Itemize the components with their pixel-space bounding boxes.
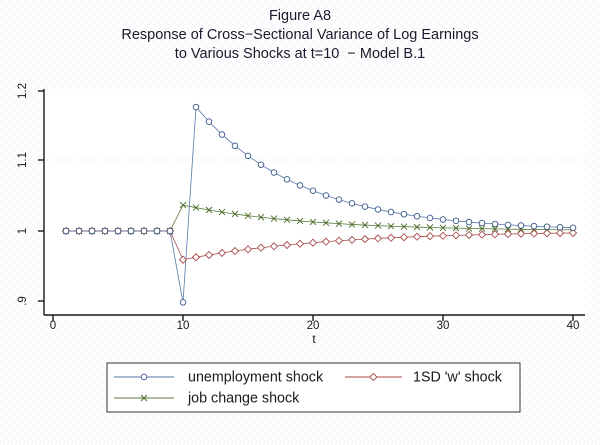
svg-text:unemployment shock: unemployment shock	[188, 370, 324, 386]
svg-text:.9: .9	[17, 296, 29, 306]
svg-text:1: 1	[17, 228, 29, 234]
svg-text:20: 20	[307, 320, 320, 332]
svg-text:job change shock: job change shock	[187, 391, 300, 407]
svg-text:40: 40	[567, 320, 580, 332]
svg-text:30: 30	[437, 320, 450, 332]
svg-text:1.1: 1.1	[17, 152, 29, 168]
svg-text:1SD 'w' shock: 1SD 'w' shock	[413, 370, 503, 386]
svg-text:1.2: 1.2	[17, 83, 29, 99]
svg-text:10: 10	[177, 320, 190, 332]
svg-text:0: 0	[50, 320, 56, 332]
svg-text:t: t	[312, 332, 316, 346]
